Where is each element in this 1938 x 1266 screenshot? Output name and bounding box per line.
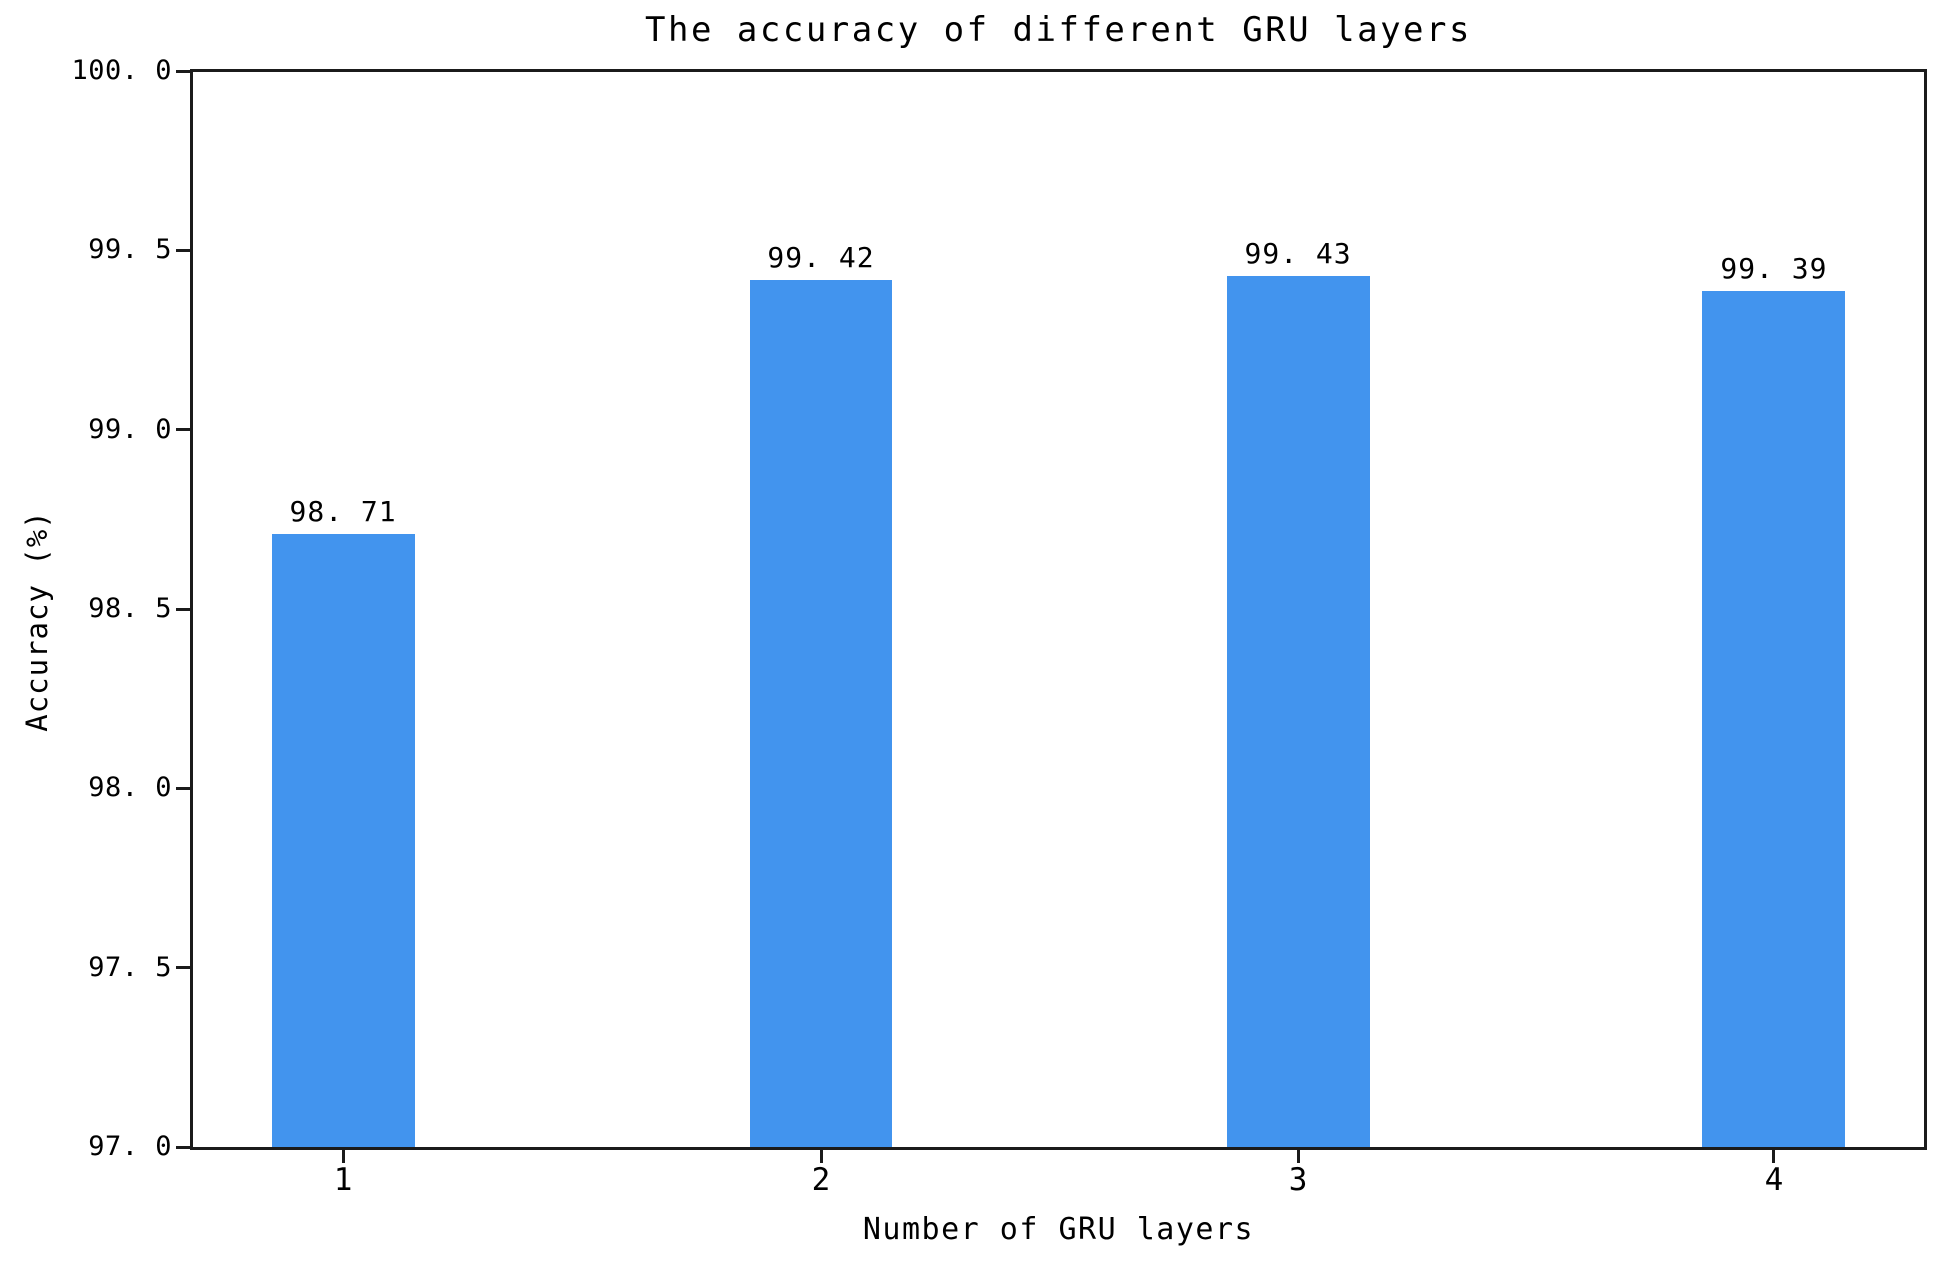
x-tick-label: 2: [811, 1162, 831, 1198]
plot-area: 98. 71 99. 42 99. 43 99. 39: [190, 69, 1927, 1150]
y-tick-mark: [176, 248, 190, 252]
x-tick-mark: [819, 1150, 823, 1163]
bar-value-label: 99. 39: [1720, 251, 1828, 285]
y-tick-label: 100. 0: [71, 55, 172, 86]
x-axis-label: Number of GRU layers: [862, 1212, 1255, 1247]
y-tick-mark: [176, 607, 190, 611]
x-tick-mark: [341, 1150, 345, 1163]
y-tick-label: 98. 5: [88, 593, 172, 624]
y-tick-mark: [176, 966, 190, 970]
y-tick-label: 97. 5: [88, 951, 172, 983]
bar-value-label: 99. 43: [1244, 237, 1352, 271]
y-tick-label: 98. 0: [88, 772, 172, 804]
bar: [1702, 290, 1846, 1147]
x-tick-mark: [1296, 1150, 1300, 1163]
bar-value-label: 98. 71: [289, 495, 397, 529]
bar: [271, 534, 415, 1147]
bar-value-label: 99. 42: [767, 240, 875, 274]
y-tick-mark: [176, 786, 190, 790]
x-tick-label: 4: [1764, 1162, 1784, 1198]
y-tick-label: 97. 0: [88, 1131, 172, 1162]
y-tick-label: 99. 5: [88, 234, 172, 266]
y-tick-mark: [176, 69, 190, 73]
y-tick-label: 99. 0: [88, 413, 172, 445]
bar: [1226, 276, 1370, 1147]
y-tick-mark: [176, 1145, 190, 1149]
chart-title: The accuracy of different GRU layers: [645, 10, 1472, 50]
bar: [749, 279, 893, 1147]
x-tick-label: 3: [1288, 1162, 1308, 1198]
x-tick-mark: [1772, 1150, 1776, 1163]
x-tick-label: 1: [333, 1162, 353, 1198]
y-tick-mark: [176, 428, 190, 432]
